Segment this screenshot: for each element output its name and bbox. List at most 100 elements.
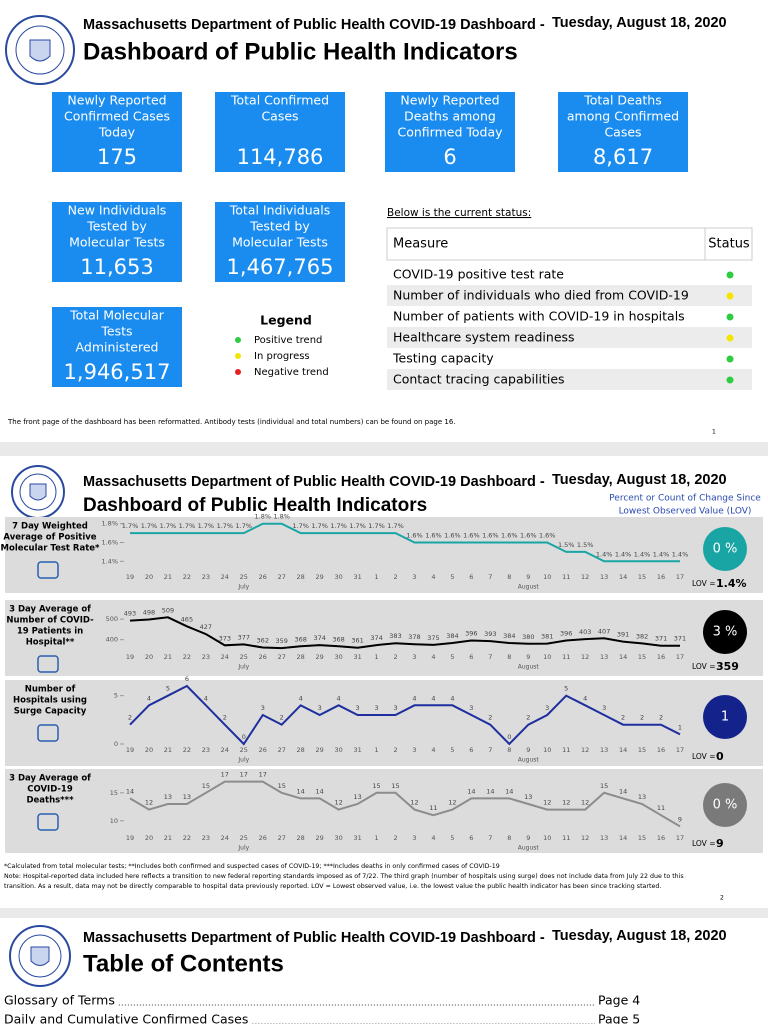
legend-dot xyxy=(235,337,241,343)
footnote: transition. As a result, data may not be… xyxy=(4,883,661,890)
x-tick-label: 12 xyxy=(581,834,589,842)
metric-label: Tested by xyxy=(249,219,310,234)
toc-title: Glossary of Terms xyxy=(4,993,115,1008)
data-label: 9 xyxy=(678,815,682,823)
x-tick-label: 27 xyxy=(278,573,286,581)
x-tick-label: 1 xyxy=(374,746,378,754)
change-value: 3 % xyxy=(713,625,738,640)
x-tick-label: 23 xyxy=(202,746,210,754)
data-label: 6 xyxy=(185,675,189,683)
data-label: 12 xyxy=(145,799,153,807)
status-dot xyxy=(726,292,734,300)
x-tick-label: 10 xyxy=(543,834,551,842)
data-label: 4 xyxy=(337,694,341,702)
x-tick-label: 21 xyxy=(164,573,172,581)
data-label: 12 xyxy=(334,799,342,807)
data-label: 4 xyxy=(299,694,303,702)
data-label: 380 xyxy=(522,633,534,641)
data-label: 13 xyxy=(524,793,532,801)
x-tick-label: 6 xyxy=(469,746,473,754)
metric-label: Total Confirmed xyxy=(230,93,329,108)
metric-value: 11,653 xyxy=(80,255,153,279)
table-row xyxy=(387,285,752,306)
chart-label: 19 Patients in xyxy=(17,627,83,637)
x-tick-label: 30 xyxy=(334,746,342,754)
x-tick-label: 26 xyxy=(259,573,267,581)
chart-icon xyxy=(37,655,59,673)
data-label: 4 xyxy=(147,694,151,702)
data-label: 1.6% xyxy=(520,532,537,540)
data-label: 1.4% xyxy=(596,550,613,558)
metric-card xyxy=(558,92,688,172)
data-label: 2 xyxy=(526,714,530,722)
x-tick-label: 15 xyxy=(638,653,646,661)
data-label: 427 xyxy=(200,623,212,631)
x-tick-label: 3 xyxy=(412,653,416,661)
chart-panel xyxy=(5,600,763,676)
x-tick-label: 14 xyxy=(619,573,627,581)
data-label: 1.5% xyxy=(577,541,594,549)
data-label: 12 xyxy=(562,799,570,807)
x-tick-label: 11 xyxy=(562,746,570,754)
data-label: 13 xyxy=(353,793,361,801)
data-label: 15 xyxy=(278,782,286,790)
data-label: 1.6% xyxy=(463,532,480,540)
data-label: 11 xyxy=(429,804,437,812)
x-tick-label: 20 xyxy=(145,653,153,661)
x-tick-label: 13 xyxy=(600,834,608,842)
seal xyxy=(9,925,71,987)
data-label: 4 xyxy=(412,694,416,702)
metric-label: Administered xyxy=(76,340,159,355)
data-label: 15 xyxy=(600,782,608,790)
metric-label: Deaths among xyxy=(404,109,496,124)
data-label: 1.7% xyxy=(141,522,158,530)
data-label: 13 xyxy=(164,793,172,801)
data-label: 1.6% xyxy=(482,532,499,540)
change-badge xyxy=(703,695,747,739)
data-label: 17 xyxy=(221,771,229,779)
data-label: 2 xyxy=(488,714,492,722)
data-label: 3 xyxy=(261,704,265,712)
metric-label: Total Molecular xyxy=(69,308,165,323)
x-tick-label: 23 xyxy=(202,573,210,581)
metric-value: 8,617 xyxy=(593,145,653,169)
x-tick-label: 19 xyxy=(126,653,134,661)
x-tick-label: 20 xyxy=(145,834,153,842)
metric-label: Molecular Tests xyxy=(232,235,328,250)
table-row xyxy=(387,369,752,390)
change-badge xyxy=(703,610,747,654)
metric-value: 114,786 xyxy=(237,145,324,169)
metric-label: Cases xyxy=(604,125,641,140)
metric-label: Newly Reported xyxy=(67,93,166,108)
x-tick-label: 9 xyxy=(526,746,530,754)
metric-card xyxy=(52,307,182,387)
x-tick-label: 5 xyxy=(450,573,454,581)
table-header xyxy=(386,227,753,261)
measure: Healthcare system readiness xyxy=(393,330,575,345)
x-tick-label: 5 xyxy=(450,746,454,754)
x-group-label: July xyxy=(237,845,249,852)
chart-label: Average of Positive xyxy=(3,533,96,543)
measure: COVID-19 positive test rate xyxy=(393,267,564,282)
data-label: 12 xyxy=(543,799,551,807)
status-dot xyxy=(726,313,734,321)
x-tick-label: 15 xyxy=(638,834,646,842)
x-tick-label: 3 xyxy=(412,746,416,754)
seal xyxy=(11,465,65,519)
data-label: 17 xyxy=(240,771,248,779)
x-tick-label: 12 xyxy=(581,653,589,661)
x-tick-label: 26 xyxy=(259,746,267,754)
x-tick-label: 31 xyxy=(353,746,361,754)
data-label: 465 xyxy=(181,615,193,623)
lov-label: LOV = xyxy=(692,579,715,588)
data-label: 1.8% xyxy=(273,513,290,521)
data-label: 17 xyxy=(259,771,267,779)
x-tick-label: 16 xyxy=(657,573,665,581)
data-label: 1.7% xyxy=(160,522,177,530)
data-label: 1.7% xyxy=(349,522,366,530)
metric-value: 175 xyxy=(97,145,137,169)
x-tick-label: 29 xyxy=(316,834,324,842)
measure: Testing capacity xyxy=(392,351,494,366)
chart-label: COVID-19 xyxy=(27,785,73,795)
data-label: 3 xyxy=(374,704,378,712)
